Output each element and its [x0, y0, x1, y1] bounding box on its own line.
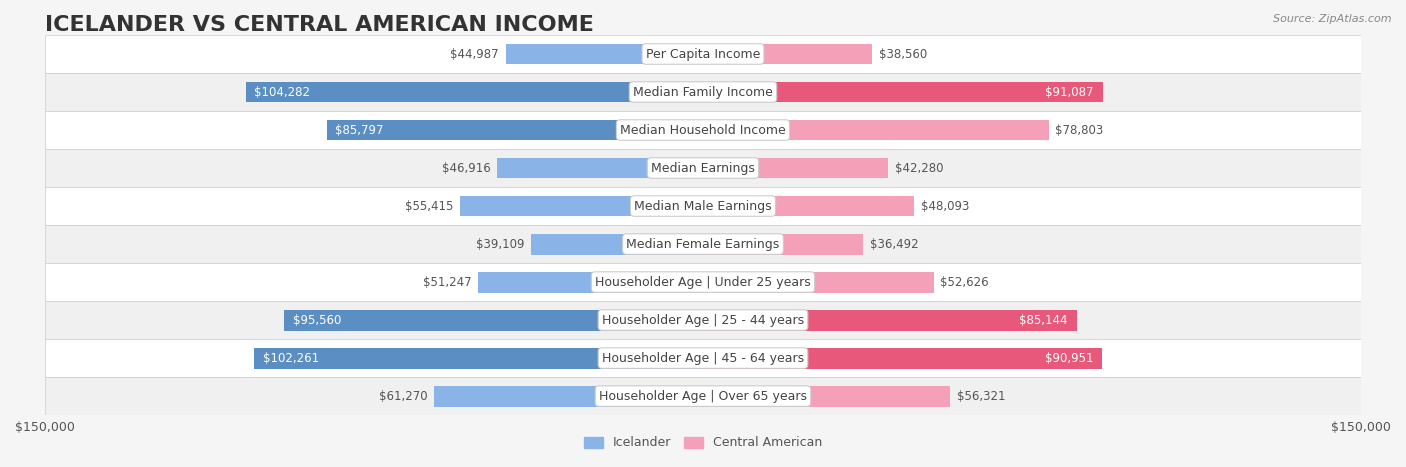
Bar	[506, 43, 703, 64]
Text: $90,951: $90,951	[1045, 352, 1094, 365]
Bar	[434, 386, 703, 407]
Text: $52,626: $52,626	[941, 276, 988, 289]
Text: $39,109: $39,109	[477, 238, 524, 251]
Text: $85,797: $85,797	[336, 124, 384, 136]
Bar	[45, 263, 1361, 301]
Bar	[498, 157, 703, 178]
Text: $104,282: $104,282	[254, 85, 311, 99]
Bar	[703, 234, 863, 255]
Text: $85,144: $85,144	[1019, 313, 1067, 326]
Bar	[45, 301, 1361, 339]
Bar	[703, 272, 934, 292]
Bar	[45, 111, 1361, 149]
Text: Source: ZipAtlas.com: Source: ZipAtlas.com	[1274, 14, 1392, 24]
Bar	[703, 386, 950, 407]
Bar	[246, 82, 703, 102]
Bar	[284, 310, 703, 331]
Text: $55,415: $55,415	[405, 199, 453, 212]
Text: $102,261: $102,261	[263, 352, 319, 365]
Bar	[45, 149, 1361, 187]
Bar	[703, 120, 1049, 141]
Bar	[45, 73, 1361, 111]
Text: Median Female Earnings: Median Female Earnings	[627, 238, 779, 251]
Text: $95,560: $95,560	[292, 313, 340, 326]
Bar	[478, 272, 703, 292]
Text: ICELANDER VS CENTRAL AMERICAN INCOME: ICELANDER VS CENTRAL AMERICAN INCOME	[45, 15, 593, 35]
Text: Householder Age | Under 25 years: Householder Age | Under 25 years	[595, 276, 811, 289]
Bar	[703, 82, 1102, 102]
Text: $56,321: $56,321	[956, 389, 1005, 403]
Bar	[326, 120, 703, 141]
Text: $38,560: $38,560	[879, 48, 927, 61]
Legend: Icelander, Central American: Icelander, Central American	[579, 432, 827, 454]
Text: Householder Age | 45 - 64 years: Householder Age | 45 - 64 years	[602, 352, 804, 365]
Bar	[531, 234, 703, 255]
Bar	[703, 196, 914, 217]
Text: Median Male Earnings: Median Male Earnings	[634, 199, 772, 212]
Bar	[45, 187, 1361, 225]
Text: Householder Age | 25 - 44 years: Householder Age | 25 - 44 years	[602, 313, 804, 326]
Text: $61,270: $61,270	[380, 389, 427, 403]
Text: $91,087: $91,087	[1045, 85, 1094, 99]
Bar	[703, 347, 1102, 368]
Bar	[45, 339, 1361, 377]
Text: Median Earnings: Median Earnings	[651, 162, 755, 175]
Text: Median Family Income: Median Family Income	[633, 85, 773, 99]
Bar	[45, 377, 1361, 415]
Text: $51,247: $51,247	[423, 276, 471, 289]
Bar	[45, 225, 1361, 263]
Text: Householder Age | Over 65 years: Householder Age | Over 65 years	[599, 389, 807, 403]
Text: $36,492: $36,492	[870, 238, 918, 251]
Bar	[45, 35, 1361, 73]
Text: $42,280: $42,280	[896, 162, 943, 175]
Bar	[703, 157, 889, 178]
Bar	[254, 347, 703, 368]
Bar	[703, 310, 1077, 331]
Text: $44,987: $44,987	[450, 48, 499, 61]
Text: $46,916: $46,916	[441, 162, 491, 175]
Bar	[703, 43, 872, 64]
Text: $78,803: $78,803	[1056, 124, 1104, 136]
Text: Median Household Income: Median Household Income	[620, 124, 786, 136]
Bar	[460, 196, 703, 217]
Text: $48,093: $48,093	[921, 199, 969, 212]
Text: Per Capita Income: Per Capita Income	[645, 48, 761, 61]
